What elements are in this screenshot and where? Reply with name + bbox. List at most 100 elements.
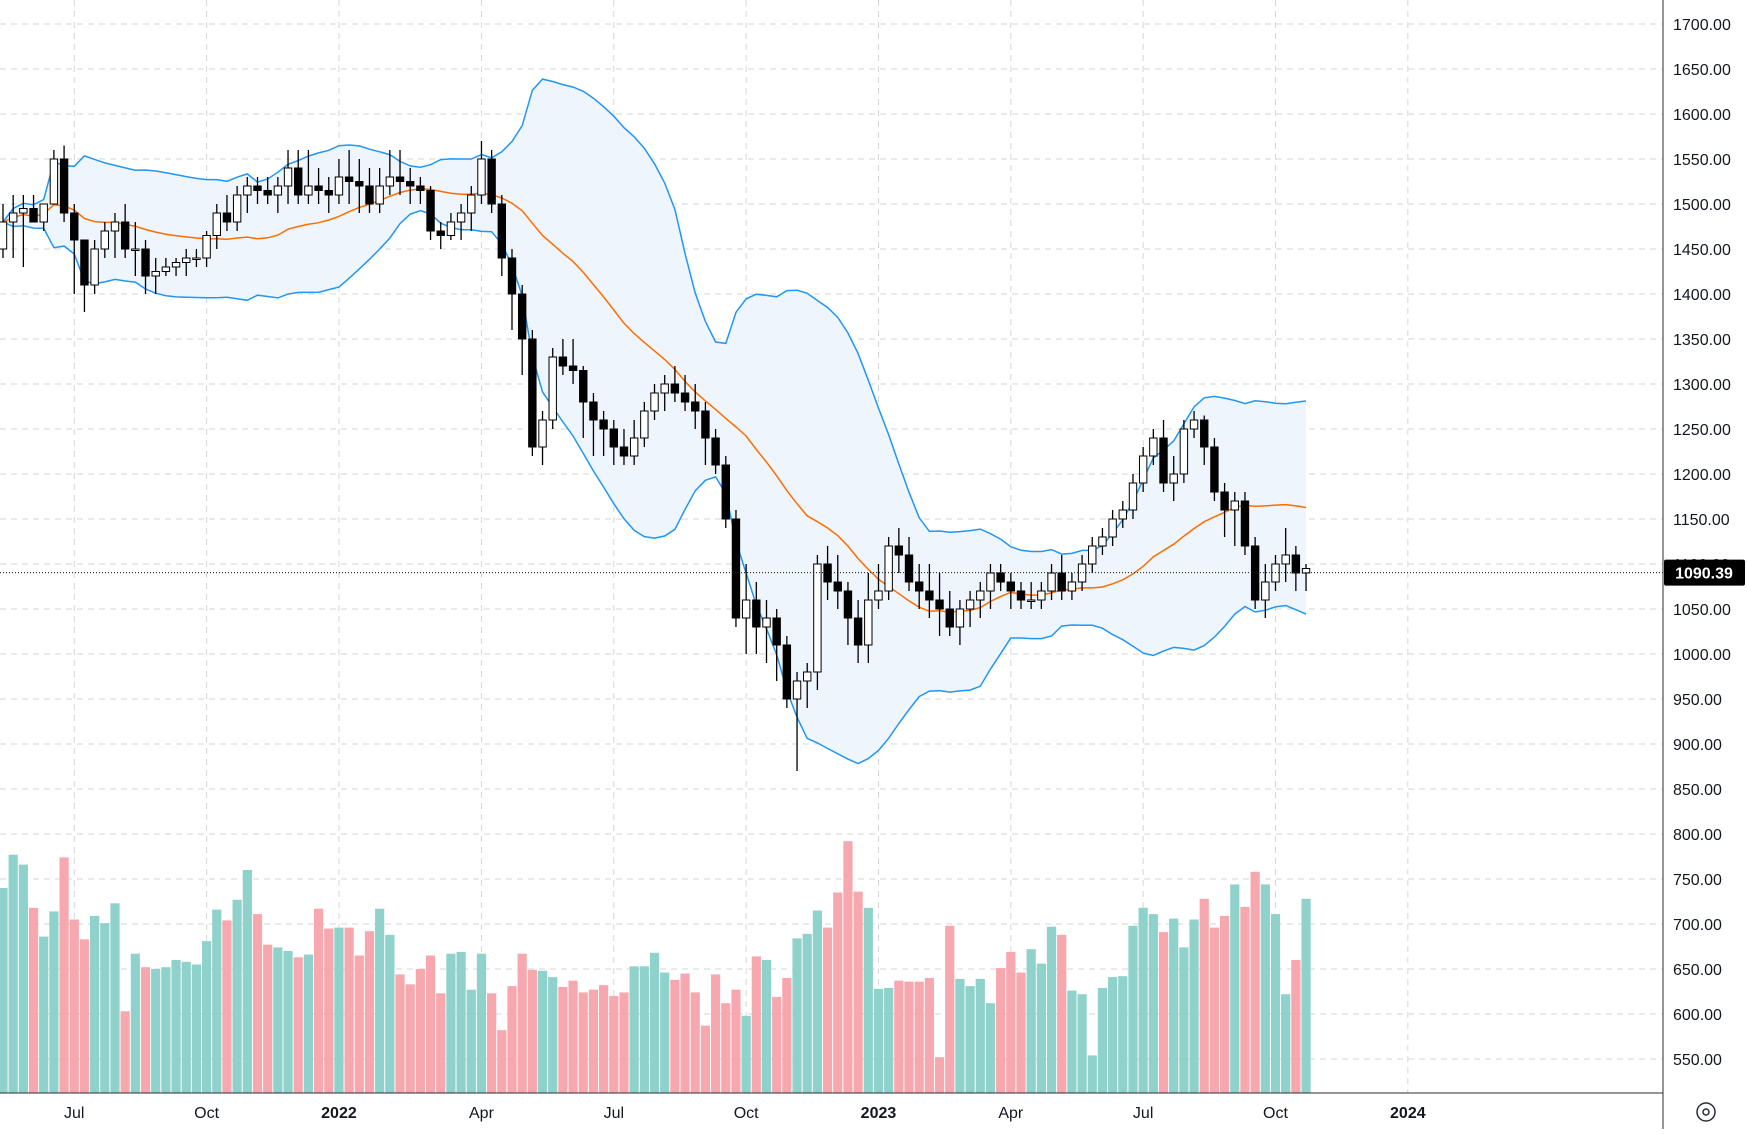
candle-up[interactable] [467,194,476,214]
candle-up[interactable] [1189,419,1199,430]
candle-down[interactable] [1210,446,1219,493]
candle-up[interactable] [1261,581,1270,601]
candle-up[interactable] [650,392,659,412]
candle-up[interactable] [1088,545,1097,565]
candle-up[interactable] [1037,590,1046,601]
candle-up[interactable] [538,419,547,448]
candle-up[interactable] [864,599,873,646]
candle-up[interactable] [884,545,893,592]
candle-down[interactable] [731,518,741,619]
candle-down[interactable] [1016,590,1026,601]
candle-down[interactable] [294,167,303,196]
candle-up[interactable] [192,257,201,260]
candle-up[interactable] [385,176,395,187]
candle-down[interactable] [752,599,761,628]
candle-down[interactable] [222,212,232,223]
candle-up[interactable] [202,235,211,259]
candle-down[interactable] [691,401,700,412]
candle-up[interactable] [792,680,802,700]
candle-down[interactable] [528,338,537,448]
candle-down[interactable] [996,572,1005,583]
price-axis[interactable]: 1700.00 1650.00 1600.00 1550.00 1500.00 1450.… [1673,17,1731,1069]
candle-down[interactable] [670,383,680,394]
candle-down[interactable] [324,190,333,196]
candle-down[interactable] [436,230,445,236]
candle-up[interactable] [232,194,242,223]
candle-down[interactable] [568,365,578,371]
candle-up[interactable] [19,208,28,214]
candle-down[interactable] [1200,419,1209,448]
candle-down[interactable] [314,185,323,191]
candle-up[interactable] [456,212,466,223]
candle-up[interactable] [375,185,384,205]
candle-down[interactable] [721,464,730,520]
candle-down[interactable] [853,617,863,646]
candle-up[interactable] [1026,599,1036,602]
candle-up[interactable] [49,158,59,205]
candle-up[interactable] [1301,568,1311,574]
candle-down[interactable] [579,370,588,403]
candle-up[interactable] [976,590,985,601]
candle-down[interactable] [29,208,38,223]
candle-down[interactable] [904,554,914,583]
candle-up[interactable] [283,167,293,187]
candle-down[interactable] [426,190,435,232]
candle-down[interactable] [680,392,690,403]
candle-down[interactable] [701,410,710,439]
candle-down[interactable] [711,437,720,466]
candle-down[interactable] [1159,437,1168,484]
candle-down[interactable] [1057,572,1066,592]
candle-down[interactable] [609,428,618,448]
candle-up[interactable] [965,599,975,610]
candle-up[interactable] [1149,437,1158,457]
candle-down[interactable] [843,590,853,619]
candle-down[interactable] [406,181,415,187]
axes[interactable] [0,0,1664,1129]
candle-up[interactable] [273,185,283,196]
candle-up[interactable] [874,590,883,601]
candle-up[interactable] [212,212,221,236]
candle-up[interactable] [1118,509,1127,520]
candle-up[interactable] [813,563,822,673]
candle-up[interactable] [640,410,649,439]
candle-up[interactable] [1179,428,1189,475]
candle-down[interactable] [935,599,944,610]
candle-up[interactable] [986,572,995,592]
candle-down[interactable] [1240,500,1250,547]
candle-up[interactable] [90,248,99,286]
candle-up[interactable] [100,230,109,250]
candle-up[interactable] [477,158,486,196]
time-axis[interactable]: Jul Oct 2022 Apr Jul Oct 2023 Apr Jul Oct 2024 [64,1105,1426,1122]
candle-down[interactable] [59,158,69,214]
candlesticks[interactable] [0,141,1311,771]
candle-up[interactable] [1128,482,1138,511]
candle-up[interactable] [1098,536,1107,547]
candle-down[interactable] [517,293,527,340]
candle-down[interactable] [558,356,568,367]
candle-up[interactable] [151,271,160,277]
candle-up[interactable] [548,356,557,421]
candle-down[interactable] [833,581,842,592]
candle-down[interactable] [497,203,507,259]
candle-down[interactable] [507,257,517,295]
candle-up[interactable] [1108,518,1117,538]
candle-down[interactable] [365,185,374,205]
candle-up[interactable] [0,221,8,250]
candle-down[interactable] [80,239,89,286]
candle-up[interactable] [1138,455,1148,484]
candle-up[interactable] [1077,563,1087,583]
candle-down[interactable] [263,190,272,196]
candle-down[interactable] [487,158,496,205]
candle-down[interactable] [395,176,405,182]
candle-up[interactable] [1067,581,1077,592]
candle-up[interactable] [8,212,18,223]
candle-up[interactable] [629,437,639,457]
candle-up[interactable] [304,185,313,196]
candle-down[interactable] [253,185,262,191]
candle-up[interactable] [1169,473,1178,484]
candle-down[interactable] [1006,581,1016,592]
candle-up[interactable] [762,617,771,628]
candle-up[interactable] [955,608,965,628]
candle-down[interactable] [1220,491,1229,511]
